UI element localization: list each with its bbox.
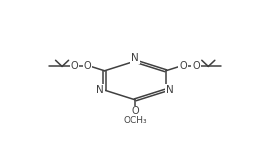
Text: OCH₃: OCH₃ bbox=[123, 116, 147, 125]
Text: O: O bbox=[84, 61, 91, 71]
Text: N: N bbox=[131, 53, 139, 63]
Text: O: O bbox=[131, 106, 139, 116]
Text: O: O bbox=[179, 61, 187, 71]
Text: O: O bbox=[70, 61, 78, 71]
Text: N: N bbox=[166, 85, 174, 95]
Text: N: N bbox=[96, 85, 104, 95]
Text: O: O bbox=[192, 61, 200, 71]
